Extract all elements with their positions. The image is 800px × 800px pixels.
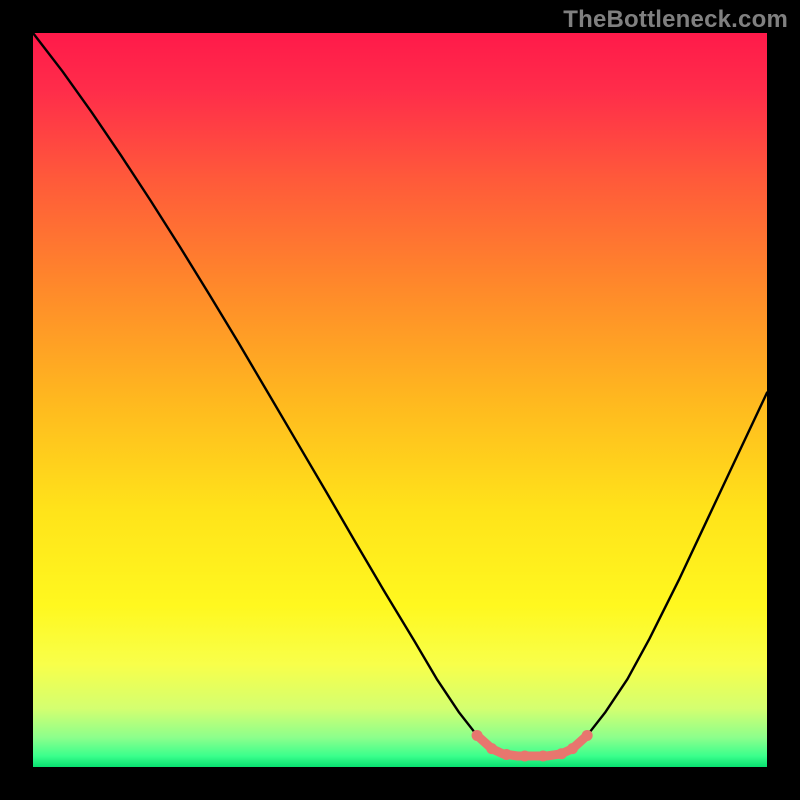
cap-knob — [501, 749, 512, 760]
cap-knob — [538, 750, 549, 761]
gradient-background — [33, 33, 767, 767]
plot-area — [33, 33, 767, 767]
cap-knob — [472, 730, 483, 741]
cap-knob — [486, 743, 497, 754]
watermark-text: TheBottleneck.com — [563, 6, 788, 34]
chart-svg — [33, 33, 767, 767]
cap-knob — [556, 748, 567, 759]
cap-knob — [582, 730, 593, 741]
cap-knob — [567, 743, 578, 754]
figure-outer: TheBottleneck.com — [0, 0, 800, 800]
cap-knob — [519, 750, 530, 761]
